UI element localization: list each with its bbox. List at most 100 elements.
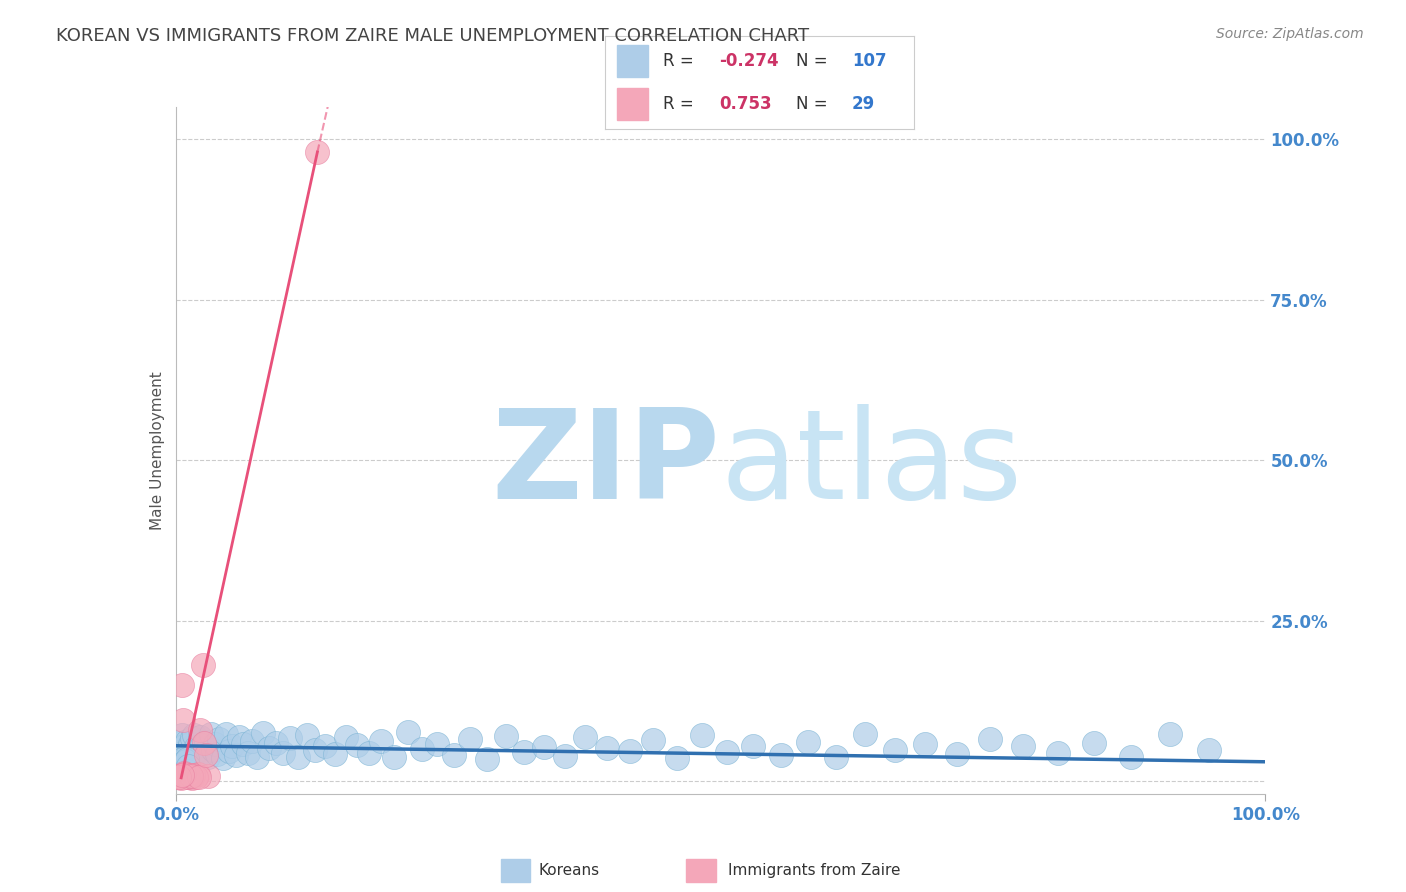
Point	[184, 767, 207, 781]
Point	[855, 727, 877, 741]
Point	[186, 770, 208, 784]
Point	[287, 750, 309, 764]
Point	[181, 771, 204, 785]
Point	[208, 731, 231, 746]
Point	[177, 740, 200, 755]
Point	[197, 750, 219, 764]
Point	[179, 737, 201, 751]
Point	[1047, 746, 1070, 760]
Point	[477, 751, 499, 765]
Point	[1012, 739, 1035, 753]
Point	[357, 746, 380, 760]
Point	[193, 747, 215, 761]
Point	[411, 742, 433, 756]
Point	[211, 751, 233, 765]
Point	[169, 735, 191, 749]
Point	[172, 678, 194, 692]
Point	[195, 748, 218, 763]
Point	[314, 739, 336, 753]
Y-axis label: Male Unemployment: Male Unemployment	[149, 371, 165, 530]
Point	[232, 738, 254, 752]
Point	[690, 729, 713, 743]
Text: N =: N =	[796, 52, 828, 70]
Point	[370, 733, 392, 747]
Point	[666, 751, 689, 765]
Point	[200, 726, 222, 740]
Point	[179, 768, 201, 782]
Point	[174, 743, 197, 757]
Point	[323, 747, 346, 761]
Text: Source: ZipAtlas.com: Source: ZipAtlas.com	[1216, 27, 1364, 41]
Bar	[617, 88, 648, 120]
Point	[169, 764, 191, 779]
Point	[1121, 749, 1143, 764]
Point	[513, 745, 536, 759]
Text: atlas: atlas	[721, 404, 1022, 524]
Point	[187, 770, 209, 784]
Point	[172, 765, 194, 780]
Point	[176, 752, 198, 766]
Point	[191, 658, 214, 673]
Point	[205, 747, 228, 761]
Point	[825, 750, 848, 764]
Point	[167, 760, 190, 774]
Point	[173, 739, 195, 753]
Point	[346, 738, 368, 752]
Point	[574, 731, 596, 745]
Point	[177, 770, 200, 784]
Point	[204, 737, 226, 751]
Point	[172, 768, 194, 782]
Point	[191, 738, 214, 752]
Point	[167, 770, 190, 784]
Point	[1159, 726, 1181, 740]
Point	[166, 761, 188, 775]
Point	[167, 763, 190, 777]
Point	[172, 728, 194, 742]
Point	[177, 751, 200, 765]
Point	[716, 745, 738, 759]
Point	[181, 731, 204, 745]
Point	[382, 749, 405, 764]
Point	[176, 733, 198, 747]
Point	[1083, 735, 1105, 749]
Point	[172, 751, 194, 765]
Point	[176, 764, 198, 778]
Point	[172, 754, 194, 768]
Point	[641, 733, 664, 747]
Point	[172, 763, 194, 777]
Point	[167, 770, 190, 784]
Point	[193, 735, 215, 749]
Point	[166, 758, 188, 772]
Text: 107: 107	[852, 52, 887, 70]
Point	[769, 748, 792, 763]
Point	[173, 767, 195, 781]
Point	[259, 741, 281, 756]
Point	[264, 736, 287, 750]
Point	[186, 739, 208, 754]
Point	[170, 771, 193, 785]
Point	[225, 747, 247, 762]
Point	[884, 742, 907, 756]
Text: R =: R =	[664, 95, 695, 113]
Text: 0.753: 0.753	[718, 95, 772, 113]
Point	[167, 755, 190, 769]
Point	[495, 729, 517, 743]
Point	[172, 713, 194, 727]
Point	[619, 744, 641, 758]
Text: N =: N =	[796, 95, 828, 113]
Point	[170, 762, 193, 776]
Point	[188, 730, 211, 744]
Point	[174, 770, 197, 784]
Point	[180, 746, 202, 760]
Point	[177, 770, 200, 784]
Point	[167, 745, 190, 759]
Point	[554, 749, 576, 764]
Text: Immigrants from Zaire: Immigrants from Zaire	[728, 863, 901, 878]
Point	[458, 732, 481, 747]
Point	[946, 747, 969, 761]
Point	[278, 731, 301, 745]
Point	[173, 756, 195, 770]
Point	[173, 766, 195, 780]
Point	[170, 756, 193, 771]
Point	[188, 723, 211, 737]
